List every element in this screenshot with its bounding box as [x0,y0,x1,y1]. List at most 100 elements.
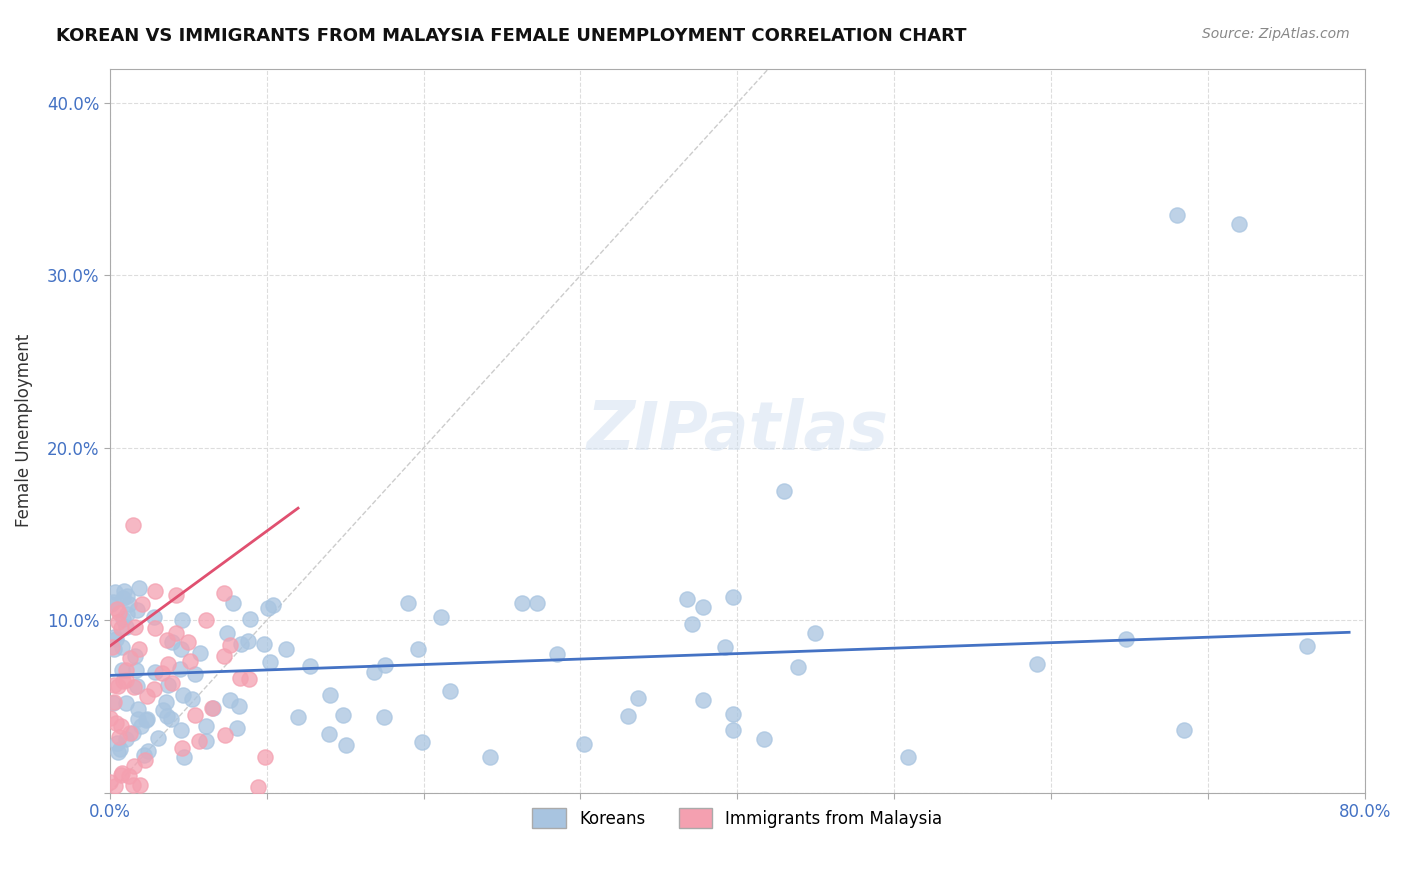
Point [134,753,156,767]
Point [138,744,160,758]
Point [165,588,187,602]
Point [146,731,169,745]
Point [256,601,278,615]
Point [212,586,235,600]
Point [1166,208,1188,222]
Point [124,680,146,694]
Point [114,583,136,598]
Point [125,603,148,617]
Point [773,483,796,498]
Text: KOREAN VS IMMIGRANTS FROM MALAYSIA FEMALE UNEMPLOYMENT CORRELATION CHART: KOREAN VS IMMIGRANTS FROM MALAYSIA FEMAL… [56,27,967,45]
Point [374,658,396,673]
Point [1115,632,1137,646]
Point [214,728,236,742]
Point [160,675,183,690]
Point [177,635,200,649]
Point [219,638,242,652]
Point [114,664,136,678]
Point [897,750,920,764]
Point [332,707,354,722]
Point [107,679,129,693]
Point [136,690,159,704]
Point [160,712,183,726]
Point [112,591,135,605]
Point [107,615,129,630]
Point [259,656,281,670]
Point [276,642,298,657]
Point [287,710,309,724]
Point [110,768,132,782]
Point [215,625,238,640]
Point [184,708,207,723]
Point [129,719,152,733]
Point [107,745,129,759]
Legend: Koreans, Immigrants from Malaysia: Koreans, Immigrants from Malaysia [526,801,949,835]
Point [135,713,157,727]
Point [170,642,193,657]
Point [143,665,166,679]
Text: Source: ZipAtlas.com: Source: ZipAtlas.com [1202,27,1350,41]
Point [105,715,128,730]
Point [201,701,224,715]
Point [135,712,157,726]
Point [721,706,744,721]
Point [111,640,134,654]
Point [169,662,191,676]
Point [157,677,180,691]
Point [110,766,132,780]
Point [160,635,183,649]
Point [172,741,194,756]
Point [373,710,395,724]
Point [127,702,149,716]
Point [723,590,745,604]
Point [129,778,152,792]
Point [152,703,174,717]
Point [439,684,461,698]
Point [114,732,136,747]
Point [219,693,242,707]
Point [246,780,269,795]
Point [107,730,129,744]
Point [212,648,235,663]
Point [115,673,138,688]
Point [411,735,433,749]
Point [103,695,125,709]
Point [122,778,145,792]
Point [681,616,703,631]
Point [105,601,128,615]
Point [181,692,204,706]
Point [122,759,145,773]
Point [114,697,136,711]
Point [318,727,340,741]
Point [118,769,141,783]
Point [714,640,737,655]
Point [100,597,122,611]
Point [165,626,187,640]
Point [222,597,245,611]
Point [363,665,385,680]
Point [1026,657,1049,671]
Point [229,671,252,685]
Point [229,637,252,651]
Point [574,737,596,751]
Point [156,657,179,671]
Point [117,597,139,611]
Point [1227,217,1250,231]
Point [150,665,173,680]
Point [298,658,321,673]
Point [111,673,134,688]
Point [110,663,132,677]
Point [239,612,262,626]
Point [202,701,225,715]
Point [118,651,141,665]
Point [254,749,277,764]
Point [108,742,131,756]
Point [179,654,201,668]
Point [262,599,284,613]
Point [170,723,193,738]
Point [122,726,145,740]
Point [430,610,453,624]
Point [134,748,156,763]
Point [105,736,128,750]
Point [122,518,145,533]
